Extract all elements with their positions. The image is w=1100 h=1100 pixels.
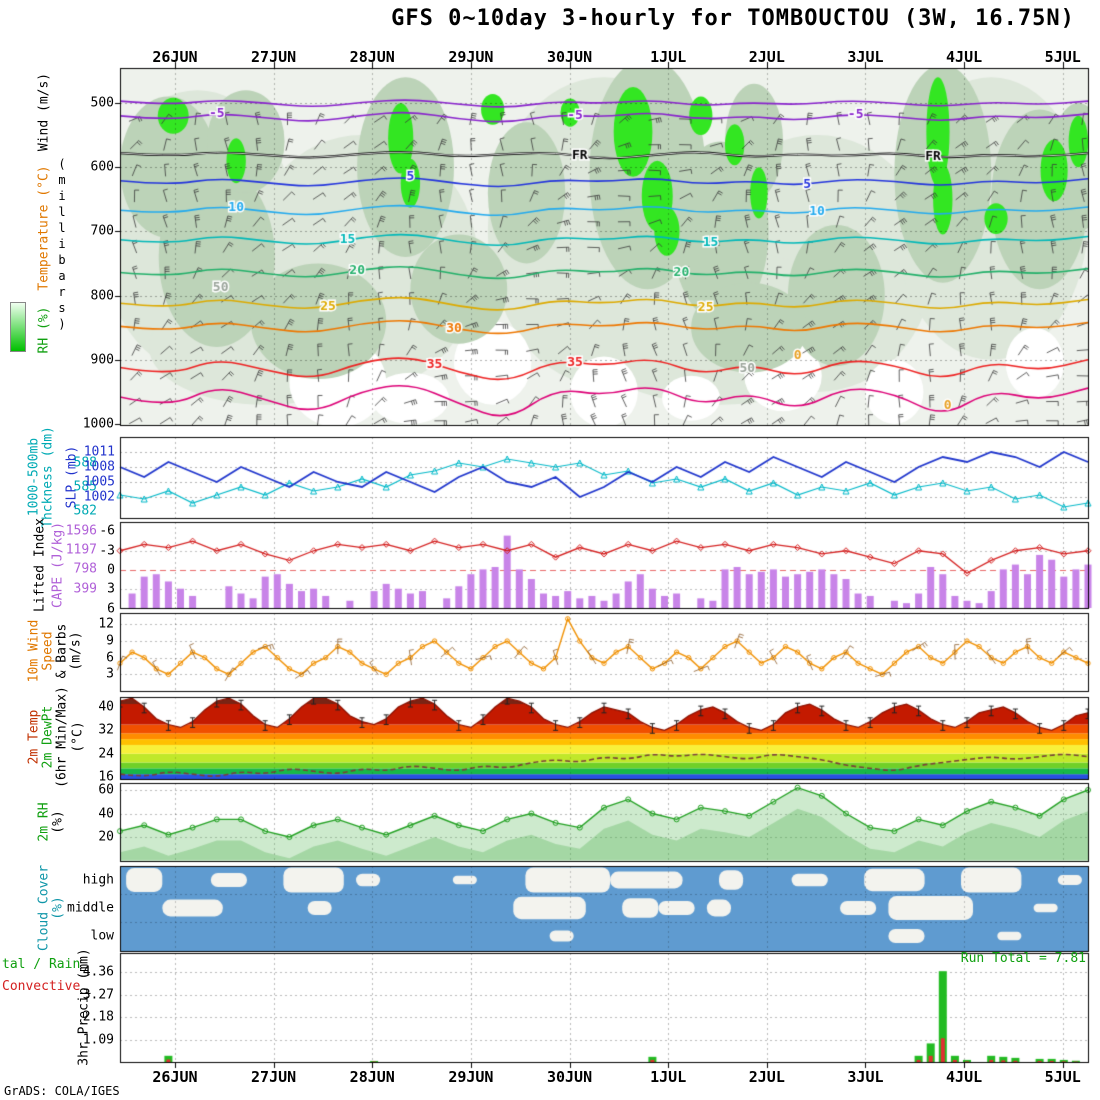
axis-label-temperature: Temperature (°C) <box>36 165 52 291</box>
top-day-label: 2JUL <box>748 48 785 66</box>
cape-tick-label: 1596 <box>65 523 97 539</box>
axis-label-2m-temp: 2m Temp <box>26 709 42 765</box>
top-day-label: 3JUL <box>847 48 884 66</box>
thickness-tick-label: 582 <box>73 503 97 519</box>
rh-colorbar <box>10 302 26 352</box>
axis-label-wind: Wind (m/s) <box>36 72 52 152</box>
precip-tick-label: 2.18 <box>82 1009 114 1025</box>
slp-tick-label: 1008 <box>83 459 115 475</box>
top-day-label: 28JUN <box>349 48 395 66</box>
temp-tick-label: 16 <box>98 769 114 785</box>
precip-tick-label: 4.36 <box>82 964 114 980</box>
axis-label-10m-wind: 10m Wind <box>26 619 42 683</box>
axis-label-lifted-index: Lifted Index <box>32 518 48 612</box>
run-total-label: Run Total = 7.81 <box>960 951 1086 966</box>
lifted-index-tick-label: 0 <box>107 562 115 578</box>
bottom-day-label: 27JUN <box>251 1068 297 1086</box>
axis-label-thickness-1: 1000-500mb <box>26 437 42 517</box>
bottom-day-label: 26JUN <box>152 1068 198 1086</box>
axis-label-millibars: (millibars) <box>55 157 69 333</box>
axis-label-wind-units: (m/s) <box>68 631 84 671</box>
chart-title: GFS 0~10day 3-hourly for TOMBOUCTOU (3W,… <box>391 6 1075 31</box>
temp-tick-label: 40 <box>98 699 114 715</box>
pressure-tick-label: 1000 <box>82 416 114 432</box>
top-day-label: 30JUN <box>546 48 593 66</box>
rh-tick-label: 40 <box>98 806 114 821</box>
lifted-index-tick-label: -3 <box>99 543 115 559</box>
axis-label-2m-dewpt: 2m DewPt <box>40 705 56 769</box>
rh-tick-label: 60 <box>98 782 114 798</box>
top-day-label: 1JUL <box>650 48 687 66</box>
cape-tick-label: 1197 <box>65 542 97 558</box>
axis-label-rh-units: (%) <box>50 810 66 834</box>
thickness-tick-label: 588 <box>73 455 97 471</box>
cloud-row-label: high <box>82 872 114 888</box>
precip-tick-label: 3.27 <box>82 987 114 1002</box>
cape-tick-label: 399 <box>73 581 97 597</box>
axis-label-rh: RH (%) <box>36 306 52 354</box>
wind-speed-tick-label: 6 <box>106 650 114 666</box>
bottom-day-label: 3JUL <box>847 1068 884 1086</box>
axis-label-cape: CAPE (J/kg) <box>50 521 66 609</box>
axis-label-cloud-units: (%) <box>50 896 66 920</box>
rh-tick-label: 20 <box>98 829 114 845</box>
wind-speed-tick-label: 3 <box>106 666 114 682</box>
bottom-day-label: 2JUL <box>748 1068 785 1086</box>
top-day-label: 26JUN <box>152 48 198 66</box>
axis-label-temp-units: (°C) <box>70 721 86 753</box>
top-day-label: 5JUL <box>1044 48 1081 66</box>
axis-label-cloud-cover: Cloud Cover <box>36 864 52 952</box>
bottom-day-label: 28JUN <box>349 1068 395 1086</box>
pressure-tick-label: 700 <box>90 223 114 239</box>
temp-tick-label: 32 <box>98 722 114 738</box>
top-day-label: 29JUN <box>448 48 494 66</box>
credit-grads: GrADS: COLA/IGES <box>4 1084 120 1098</box>
cape-tick-label: 798 <box>73 561 97 577</box>
axis-label-thickness-2: Thckness (dm) <box>40 426 56 528</box>
lifted-index-tick-label: 6 <box>107 601 115 616</box>
axis-label-wind-speed: Speed <box>40 631 56 671</box>
slp-tick-label: 1011 <box>83 444 115 460</box>
cloud-row-label: middle <box>67 900 114 916</box>
top-day-label: 27JUN <box>251 48 297 66</box>
slp-tick-label: 1002 <box>83 489 115 505</box>
axis-label-2m-rh: 2m RH <box>36 802 52 842</box>
pressure-tick-label: 800 <box>90 288 114 304</box>
wind-speed-tick-label: 9 <box>106 633 114 649</box>
bottom-day-label: 1JUL <box>650 1068 687 1086</box>
slp-tick-label: 1005 <box>83 474 115 490</box>
lifted-index-tick-label: -6 <box>99 523 115 539</box>
legend-total-rain: tal / Rain <box>2 957 81 972</box>
bottom-day-label: 5JUL <box>1044 1068 1081 1086</box>
bottom-day-label: 30JUN <box>546 1068 593 1086</box>
legend-convective: Convective <box>2 979 81 994</box>
wind-speed-tick-label: 12 <box>98 616 114 632</box>
bottom-day-label: 29JUN <box>448 1068 494 1086</box>
thickness-tick-label: 585 <box>73 479 97 495</box>
top-day-label: 4JUL <box>946 48 983 66</box>
axis-label-wind-barbs: & Barbs <box>54 623 70 679</box>
cloud-row-label: low <box>90 928 114 944</box>
temp-tick-label: 24 <box>98 746 114 762</box>
lifted-index-tick-label: 3 <box>107 581 115 597</box>
pressure-tick-label: 900 <box>90 352 114 368</box>
axis-label-minmax: (6hr Min/Max) <box>54 686 70 788</box>
precip-tick-label: 1.09 <box>82 1032 114 1047</box>
pressure-tick-label: 500 <box>90 95 114 111</box>
bottom-day-label: 4JUL <box>946 1068 983 1086</box>
pressure-tick-label: 600 <box>90 159 114 175</box>
